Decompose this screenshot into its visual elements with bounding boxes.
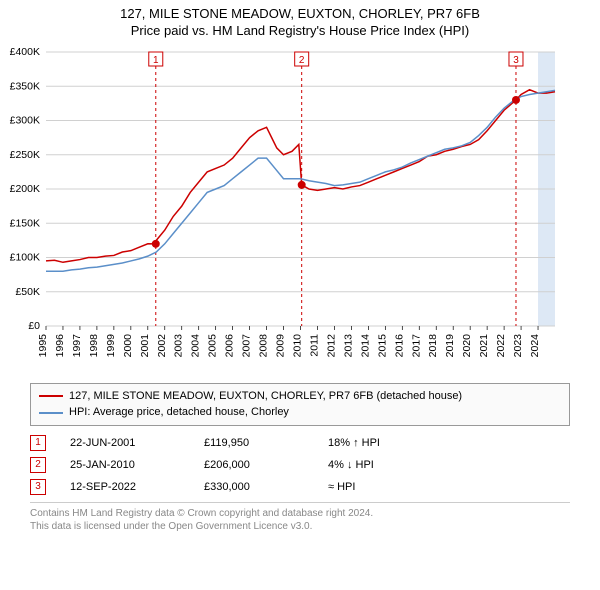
svg-text:2003: 2003 <box>173 334 185 358</box>
event-table: 1 22-JUN-2001 £119,950 18% ↑ HPI 2 25-JAN-201… <box>30 432 570 498</box>
svg-text:2007: 2007 <box>241 334 253 358</box>
svg-text:2015: 2015 <box>376 334 388 358</box>
svg-text:2004: 2004 <box>190 334 202 358</box>
event-marker: 3 <box>30 479 46 495</box>
svg-text:2019: 2019 <box>444 334 456 358</box>
svg-text:£300K: £300K <box>10 114 40 126</box>
legend-box: 127, MILE STONE MEADOW, EUXTON, CHORLEY,… <box>30 383 570 426</box>
svg-text:2016: 2016 <box>393 334 405 358</box>
svg-text:£150K: £150K <box>10 217 40 229</box>
svg-text:£250K: £250K <box>10 149 40 161</box>
svg-text:£350K: £350K <box>10 80 40 92</box>
event-price: £330,000 <box>204 476 304 498</box>
title-line-1: 127, MILE STONE MEADOW, EUXTON, CHORLEY,… <box>0 6 600 23</box>
svg-text:2022: 2022 <box>495 334 507 358</box>
svg-text:2012: 2012 <box>325 334 337 358</box>
svg-text:2020: 2020 <box>461 334 473 358</box>
svg-text:2000: 2000 <box>122 334 134 358</box>
chart-title: 127, MILE STONE MEADOW, EUXTON, CHORLEY,… <box>0 0 600 42</box>
svg-text:1998: 1998 <box>88 334 100 358</box>
svg-text:2014: 2014 <box>359 334 371 358</box>
legend-label: HPI: Average price, detached house, Chor… <box>69 404 289 421</box>
svg-text:2024: 2024 <box>529 334 541 358</box>
svg-text:2005: 2005 <box>207 334 219 358</box>
svg-text:2002: 2002 <box>156 334 168 358</box>
svg-text:£100K: £100K <box>10 251 40 263</box>
legend-label: 127, MILE STONE MEADOW, EUXTON, CHORLEY,… <box>69 388 462 405</box>
legend-row: 127, MILE STONE MEADOW, EUXTON, CHORLEY,… <box>39 388 561 405</box>
svg-text:2: 2 <box>299 55 305 66</box>
legend-row: HPI: Average price, detached house, Chor… <box>39 404 561 421</box>
event-hpi: 18% ↑ HPI <box>328 432 428 454</box>
event-marker: 1 <box>30 435 46 451</box>
event-hpi: 4% ↓ HPI <box>328 454 428 476</box>
svg-text:2010: 2010 <box>292 334 304 358</box>
footer-note: Contains HM Land Registry data © Crown c… <box>30 502 570 533</box>
svg-text:2011: 2011 <box>308 334 320 357</box>
event-row: 3 12-SEP-2022 £330,000 ≈ HPI <box>30 476 570 498</box>
chart-container: £0 £50K £100K £150K £200K £250K £300K £350K £400… <box>0 42 600 377</box>
svg-text:2008: 2008 <box>258 334 270 358</box>
svg-text:£50K: £50K <box>15 286 40 298</box>
svg-text:£0: £0 <box>28 320 40 332</box>
svg-text:1999: 1999 <box>105 334 117 358</box>
svg-text:2018: 2018 <box>427 334 439 358</box>
event-price: £119,950 <box>204 432 304 454</box>
event-marker: 2 <box>30 457 46 473</box>
svg-text:£400K: £400K <box>10 46 40 58</box>
svg-text:1995: 1995 <box>37 334 49 358</box>
svg-text:2021: 2021 <box>478 334 490 358</box>
event-date: 12-SEP-2022 <box>70 476 180 498</box>
event-row: 1 22-JUN-2001 £119,950 18% ↑ HPI <box>30 432 570 454</box>
event-hpi: ≈ HPI <box>328 476 428 498</box>
footer-line-1: Contains HM Land Registry data © Crown c… <box>30 507 570 520</box>
svg-text:1996: 1996 <box>54 334 66 358</box>
svg-text:2006: 2006 <box>224 334 236 358</box>
chart-svg: £0 £50K £100K £150K £200K £250K £300K £350K £400… <box>0 42 560 372</box>
event-row: 2 25-JAN-2010 £206,000 4% ↓ HPI <box>30 454 570 476</box>
svg-text:1997: 1997 <box>71 334 83 358</box>
svg-text:2001: 2001 <box>139 334 151 358</box>
legend-swatch <box>39 412 63 414</box>
event-date: 25-JAN-2010 <box>70 454 180 476</box>
svg-text:£200K: £200K <box>10 183 40 195</box>
footer-line-2: This data is licensed under the Open Gov… <box>30 520 570 533</box>
legend-swatch <box>39 395 63 397</box>
svg-text:2017: 2017 <box>410 334 422 358</box>
svg-text:2009: 2009 <box>275 334 287 358</box>
event-price: £206,000 <box>204 454 304 476</box>
svg-text:2023: 2023 <box>512 334 524 358</box>
svg-text:2013: 2013 <box>342 334 354 358</box>
svg-text:3: 3 <box>513 55 519 66</box>
title-line-2: Price paid vs. HM Land Registry's House … <box>0 23 600 40</box>
svg-text:1: 1 <box>153 55 159 66</box>
event-date: 22-JUN-2001 <box>70 432 180 454</box>
